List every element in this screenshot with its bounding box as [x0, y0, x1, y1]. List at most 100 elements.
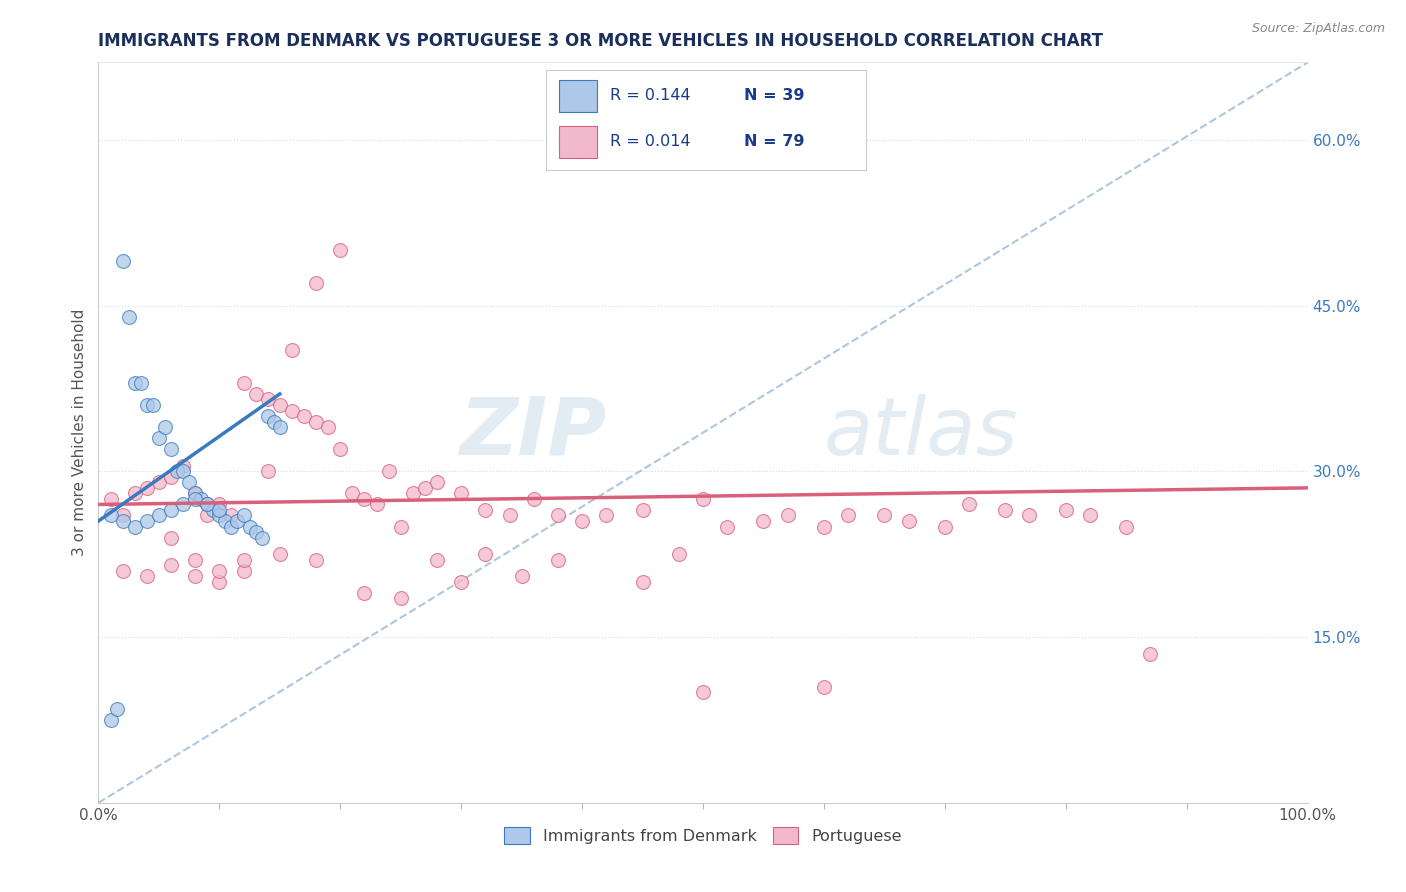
- Point: [957, 498, 980, 512]
- Point: [208, 508, 231, 523]
- Point: [305, 415, 328, 429]
- Point: [148, 475, 170, 490]
- Point: [1078, 508, 1101, 523]
- Point: [1139, 647, 1161, 661]
- Point: [195, 498, 218, 512]
- Point: [245, 524, 267, 539]
- Point: [256, 409, 278, 423]
- Point: [179, 475, 201, 490]
- Point: [813, 680, 835, 694]
- Point: [195, 498, 218, 512]
- Point: [631, 574, 654, 589]
- Point: [160, 503, 183, 517]
- Point: [402, 486, 425, 500]
- Point: [692, 491, 714, 506]
- Point: [1115, 519, 1137, 533]
- Point: [100, 508, 122, 523]
- Point: [184, 569, 207, 583]
- Point: [111, 508, 134, 523]
- Point: [366, 498, 388, 512]
- Point: [160, 558, 183, 573]
- Point: [202, 503, 225, 517]
- Text: ZIP: ZIP: [458, 393, 606, 472]
- Point: [153, 420, 176, 434]
- Point: [142, 398, 165, 412]
- Point: [934, 519, 956, 533]
- Point: [184, 552, 207, 566]
- Point: [269, 547, 291, 561]
- Text: Source: ZipAtlas.com: Source: ZipAtlas.com: [1251, 22, 1385, 36]
- Point: [813, 519, 835, 533]
- Point: [269, 420, 291, 434]
- Point: [221, 508, 243, 523]
- Point: [510, 569, 533, 583]
- Point: [184, 491, 207, 506]
- Point: [135, 398, 157, 412]
- Point: [256, 392, 278, 407]
- Point: [389, 519, 412, 533]
- Point: [232, 552, 254, 566]
- Point: [232, 564, 254, 578]
- Point: [595, 508, 617, 523]
- Point: [474, 503, 496, 517]
- Point: [160, 470, 183, 484]
- Point: [124, 486, 146, 500]
- Point: [281, 403, 304, 417]
- Text: IMMIGRANTS FROM DENMARK VS PORTUGUESE 3 OR MORE VEHICLES IN HOUSEHOLD CORRELATIO: IMMIGRANTS FROM DENMARK VS PORTUGUESE 3 …: [98, 32, 1104, 50]
- Point: [111, 564, 134, 578]
- Point: [292, 409, 315, 423]
- Point: [208, 503, 231, 517]
- Point: [135, 481, 157, 495]
- Point: [190, 491, 212, 506]
- Point: [129, 376, 152, 390]
- Point: [897, 514, 920, 528]
- Point: [111, 514, 134, 528]
- Point: [426, 475, 449, 490]
- Point: [195, 508, 218, 523]
- Point: [305, 552, 328, 566]
- Point: [752, 514, 775, 528]
- Point: [281, 343, 304, 357]
- Point: [256, 464, 278, 478]
- Point: [716, 519, 738, 533]
- Point: [160, 531, 183, 545]
- Point: [450, 486, 472, 500]
- Point: [631, 503, 654, 517]
- Point: [1054, 503, 1077, 517]
- Point: [172, 458, 194, 473]
- Point: [111, 254, 134, 268]
- Point: [184, 486, 207, 500]
- Point: [118, 310, 141, 324]
- Point: [547, 552, 569, 566]
- Point: [100, 713, 122, 727]
- Point: [250, 531, 273, 545]
- Point: [353, 586, 375, 600]
- Legend: Immigrants from Denmark, Portuguese: Immigrants from Denmark, Portuguese: [498, 821, 908, 850]
- Point: [692, 685, 714, 699]
- Point: [305, 277, 328, 291]
- Point: [208, 574, 231, 589]
- Point: [837, 508, 859, 523]
- Point: [105, 702, 128, 716]
- Point: [474, 547, 496, 561]
- Point: [232, 376, 254, 390]
- Point: [263, 415, 285, 429]
- Point: [426, 552, 449, 566]
- Point: [523, 491, 546, 506]
- Point: [172, 498, 194, 512]
- Point: [208, 498, 231, 512]
- Point: [668, 547, 690, 561]
- Point: [413, 481, 436, 495]
- Point: [124, 376, 146, 390]
- Point: [329, 442, 352, 457]
- Point: [316, 420, 339, 434]
- Point: [232, 508, 254, 523]
- Point: [239, 519, 262, 533]
- Point: [221, 519, 243, 533]
- Point: [135, 569, 157, 583]
- Point: [208, 564, 231, 578]
- Point: [166, 464, 188, 478]
- Point: [389, 591, 412, 606]
- Point: [100, 491, 122, 506]
- Point: [873, 508, 896, 523]
